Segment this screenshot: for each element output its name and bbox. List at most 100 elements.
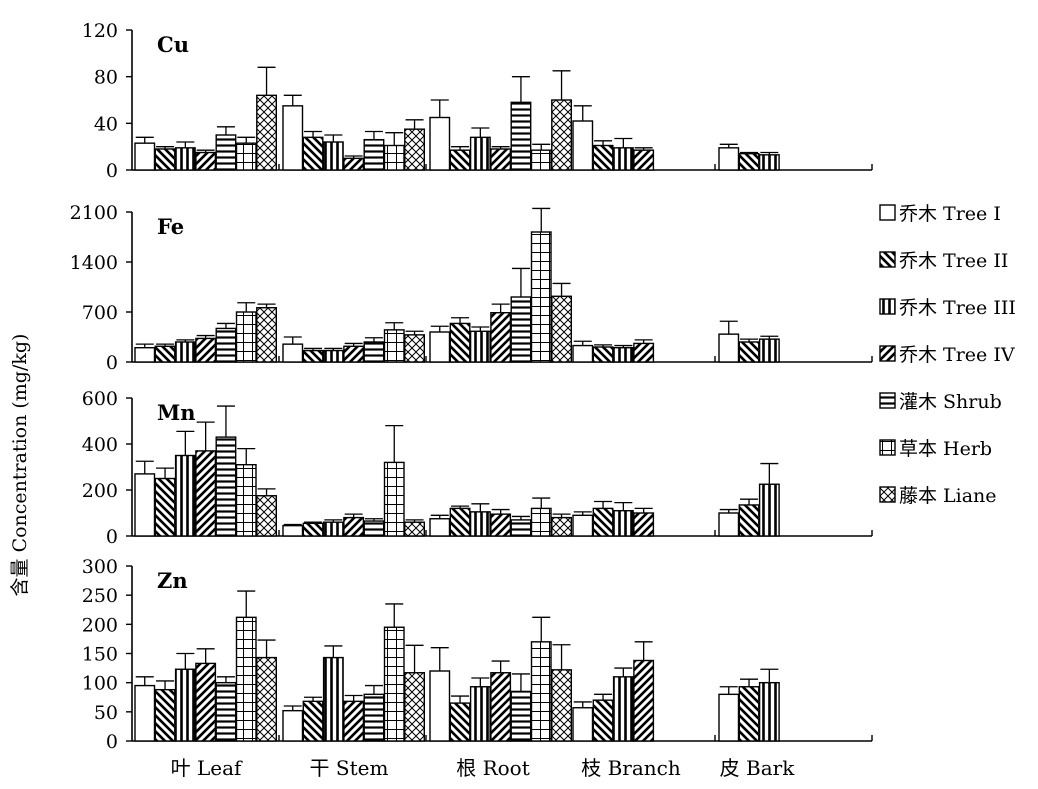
error-bar <box>511 515 530 520</box>
error-bar <box>135 343 154 348</box>
error-bar <box>257 66 276 96</box>
error-bar <box>216 126 235 135</box>
bar-mn-tree2 <box>738 504 760 537</box>
bar-fe-tree3 <box>612 347 634 363</box>
bar-mn-tree4 <box>490 513 512 537</box>
legend-label-tree2: 乔木 Tree II <box>899 250 1008 272</box>
error-bar <box>156 467 175 479</box>
error-bar <box>324 134 343 142</box>
category-label: 皮 Bark <box>720 756 796 780</box>
error-bar <box>156 343 175 347</box>
error-bar <box>594 693 613 701</box>
bar-fe-tree4 <box>343 345 365 363</box>
bar-cu-tree3 <box>174 147 196 171</box>
bar-zn-tree2 <box>449 702 471 742</box>
error-bar <box>344 513 363 518</box>
bar-mn-tree2 <box>302 522 324 537</box>
bar-cu-tree4 <box>195 151 217 171</box>
legend-label-shrub: 灌木 Shrub <box>899 391 1002 413</box>
error-bar <box>614 667 633 677</box>
y-tick-label: 40 <box>94 113 118 135</box>
legend-swatch-liane <box>879 486 896 503</box>
bar-zn-herb <box>235 616 257 742</box>
error-bar <box>324 347 343 351</box>
error-bar <box>237 590 256 618</box>
bar-zn-tree2 <box>154 688 176 742</box>
error-bar <box>216 676 235 683</box>
y-tick-label: 0 <box>106 352 118 374</box>
bar-zn-tree1 <box>429 670 451 742</box>
bar-mn-tree3 <box>174 454 196 537</box>
bar-zn-tree3 <box>322 656 344 742</box>
error-bar <box>135 136 154 144</box>
y-tick-label: 80 <box>94 67 118 89</box>
bar-zn-tree3 <box>758 681 780 742</box>
y-tick-label: 200 <box>82 480 118 502</box>
legend-label-liane: 藤本 Liane <box>899 485 997 507</box>
bar-cu-liane <box>256 94 277 171</box>
y-tick-label: 200 <box>82 614 118 636</box>
bar-mn-tree4 <box>195 450 217 537</box>
bar-mn-shrub <box>215 436 237 537</box>
error-bar <box>532 143 551 151</box>
y-tick-label: 600 <box>82 388 118 410</box>
panel-zn: 0 50 100 150 200 250 300 Zn <box>82 556 873 753</box>
error-bar <box>491 303 510 313</box>
error-bar <box>304 130 323 138</box>
bar-cu-liane <box>551 99 572 171</box>
bar-zn-shrub <box>363 693 385 742</box>
legend-swatch-shrub <box>879 392 896 409</box>
legend-swatch-tree4 <box>879 345 896 362</box>
bar-cu-liane <box>404 128 425 171</box>
error-bar <box>614 137 633 148</box>
bar-fe-tree2 <box>154 345 176 363</box>
bar-cu-tree1 <box>572 120 594 171</box>
bar-zn-tree4 <box>195 662 217 742</box>
error-bar <box>471 326 490 332</box>
bar-zn-tree4 <box>343 700 365 742</box>
legend-label-tree4: 乔木 Tree IV <box>899 344 1015 366</box>
error-bar <box>552 70 571 100</box>
y-tick-label: 0 <box>106 731 118 753</box>
bar-cu-tree3 <box>469 136 491 171</box>
error-bar <box>573 701 592 708</box>
error-bar <box>156 146 175 149</box>
bar-mn-tree2 <box>449 507 471 537</box>
y-tick-label: 100 <box>82 673 118 695</box>
error-bar <box>304 696 323 702</box>
bar-fe-herb <box>383 329 405 363</box>
bar-mn-liane <box>256 495 277 537</box>
bar-cu-tree1 <box>282 105 304 171</box>
error-bar <box>257 488 276 496</box>
bar-zn-tree3 <box>469 686 491 742</box>
bar-zn-tree1 <box>718 693 740 742</box>
y-tick-label: 2100 <box>70 202 118 224</box>
bar-cu-tree2 <box>738 152 760 171</box>
bar-mn-tree2 <box>154 477 176 537</box>
error-bar <box>430 647 449 671</box>
error-bar <box>364 518 383 522</box>
bar-mn-herb <box>530 507 552 537</box>
error-bar <box>719 143 738 148</box>
error-bar <box>634 147 653 151</box>
legend-swatch-tree3 <box>879 298 896 315</box>
error-bar <box>511 673 530 692</box>
category-label: 叶 Leaf <box>171 756 243 780</box>
bar-fe-liane <box>256 307 277 363</box>
error-bar <box>430 99 449 118</box>
error-bar <box>344 155 363 159</box>
bar-fe-tree1 <box>282 343 304 363</box>
bar-cu-shrub <box>363 138 385 171</box>
bar-mn-tree1 <box>718 512 740 537</box>
error-bar <box>491 508 510 515</box>
error-bar <box>451 146 470 151</box>
bar-mn-tree3 <box>612 510 634 537</box>
error-bar <box>344 694 363 702</box>
error-bar <box>405 644 424 673</box>
error-bar <box>257 639 276 658</box>
bar-cu-tree2 <box>154 148 176 171</box>
panel-label: Mn <box>157 400 196 425</box>
bar-fe-tree2 <box>302 349 324 363</box>
error-bar <box>719 686 738 695</box>
error-bar <box>451 695 470 704</box>
